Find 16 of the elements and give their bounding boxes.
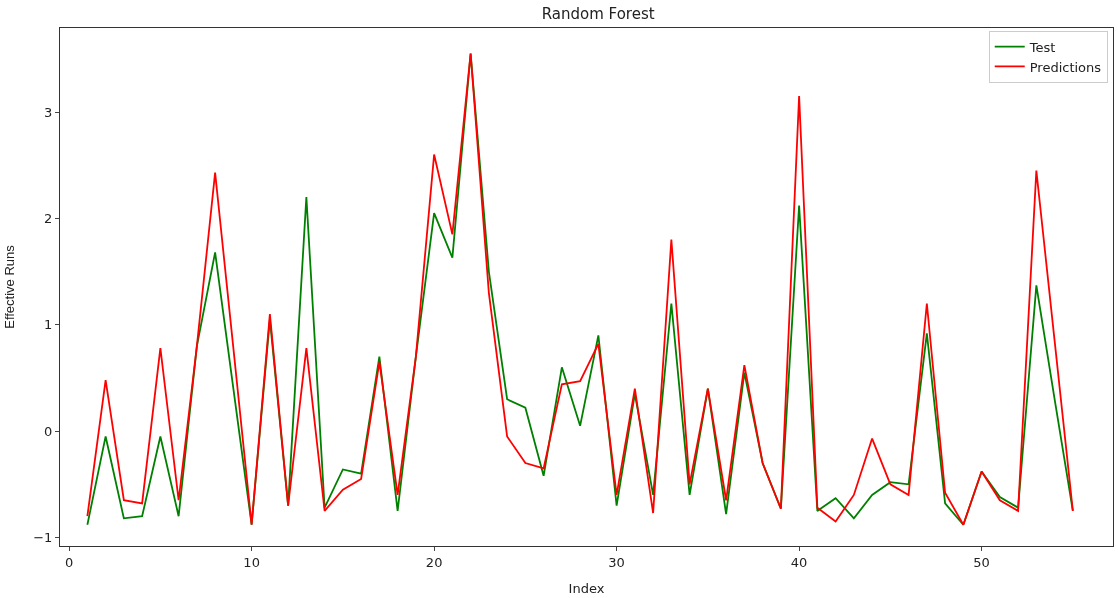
legend-label: Test xyxy=(1028,39,1056,55)
legend-label: Predictions xyxy=(1029,59,1102,75)
x-tick-label: 30 xyxy=(608,554,625,570)
x-tick-label: 50 xyxy=(973,554,990,570)
y-tick-label: 3 xyxy=(44,104,53,120)
y-tick-label: −1 xyxy=(33,530,53,546)
y-axis-title: Effective Runs xyxy=(2,244,18,329)
x-tick-label: 10 xyxy=(243,554,260,570)
y-tick-label: 1 xyxy=(44,317,53,333)
x-axis-title: Index xyxy=(568,581,605,597)
x-tick-label: 0 xyxy=(64,554,74,570)
y-tick-label: 0 xyxy=(44,423,53,439)
x-tick-label: 20 xyxy=(425,554,443,570)
x-tick-label: 40 xyxy=(790,554,808,570)
y-tick-label: 2 xyxy=(44,210,53,226)
chart-title: Random Forest xyxy=(541,5,655,24)
